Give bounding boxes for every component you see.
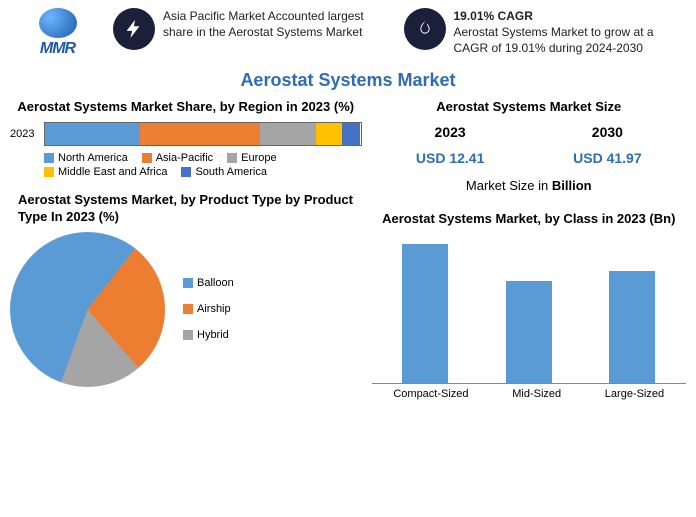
size-year: 2030	[573, 124, 641, 140]
bar-labels: Compact-Sized Mid-Sized Large-Sized	[372, 388, 686, 400]
main-title: Aerostat Systems Market	[0, 70, 696, 91]
bar-area	[372, 234, 686, 384]
logo-globe-icon	[39, 8, 77, 38]
bolt-icon	[113, 8, 155, 50]
legend-swatch	[183, 278, 193, 288]
pie-legend: Balloon Airship Hybrid	[183, 277, 234, 341]
legend-item: Airship	[183, 303, 234, 315]
pie-wrap: Balloon Airship Hybrid	[10, 232, 362, 387]
stacked-bar-track	[44, 122, 362, 146]
header-item-1: Asia Pacific Market Accounted largest sh…	[113, 8, 396, 50]
stacked-seg-asia-pacific	[140, 123, 260, 145]
size-value: USD 12.41	[416, 150, 484, 166]
legend-swatch	[44, 167, 54, 177]
stacked-seg-middle-east-and-africa	[316, 123, 341, 145]
right-column: Aerostat Systems Market Size 2023 USD 12.…	[362, 99, 686, 400]
legend-label: Balloon	[197, 277, 234, 289]
legend-item: Balloon	[183, 277, 234, 289]
size-value: USD 41.97	[573, 150, 641, 166]
bar-label: Mid-Sized	[512, 388, 561, 400]
left-column: Aerostat Systems Market Share, by Region…	[10, 99, 362, 400]
cagr-body: Aerostat Systems Market to grow at a CAG…	[454, 25, 654, 55]
size-note: Market Size in Billion	[372, 178, 686, 193]
legend-swatch	[181, 167, 191, 177]
stacked-seg-europe	[260, 123, 317, 145]
bar-label: Large-Sized	[605, 388, 664, 400]
stacked-seg-south-america	[342, 123, 361, 145]
legend-item: Middle East and Africa	[44, 166, 167, 178]
legend-swatch	[44, 153, 54, 163]
content: Aerostat Systems Market Share, by Region…	[0, 99, 696, 400]
market-size-block: Aerostat Systems Market Size 2023 USD 12.…	[372, 99, 686, 193]
legend-label: Europe	[241, 152, 276, 164]
bar	[506, 281, 552, 383]
legend-label: Middle East and Africa	[58, 166, 167, 178]
legend-item: Asia-Pacific	[142, 152, 213, 164]
region-stacked-bar: 2023	[10, 122, 362, 146]
legend-label: Hybrid	[197, 329, 229, 341]
region-chart-title: Aerostat Systems Market Share, by Region…	[10, 99, 362, 116]
legend-label: Asia-Pacific	[156, 152, 213, 164]
pie-chart	[10, 232, 165, 387]
legend-swatch	[183, 304, 193, 314]
legend-item: Hybrid	[183, 329, 234, 341]
stacked-bar-row-label: 2023	[10, 128, 44, 140]
header: MMR Asia Pacific Market Accounted larges…	[0, 0, 696, 66]
legend-label: North America	[58, 152, 128, 164]
bar	[609, 271, 655, 383]
size-note-bold: Billion	[552, 178, 592, 193]
class-bar-chart: Aerostat Systems Market, by Class in 202…	[372, 211, 686, 400]
header-text-1: Asia Pacific Market Accounted largest sh…	[163, 8, 396, 40]
logo: MMR	[10, 8, 105, 58]
size-note-prefix: Market Size in	[466, 178, 552, 193]
flame-icon	[404, 8, 446, 50]
legend-label: South America	[195, 166, 267, 178]
legend-item: Europe	[227, 152, 276, 164]
stacked-seg-north-america	[45, 123, 140, 145]
bar-label: Compact-Sized	[393, 388, 468, 400]
size-columns: 2023 USD 12.41 2030 USD 41.97	[372, 124, 686, 166]
size-col: 2023 USD 12.41	[416, 124, 484, 166]
header-text-2: 19.01% CAGR Aerostat Systems Market to g…	[454, 8, 687, 57]
legend-item: North America	[44, 152, 128, 164]
size-title: Aerostat Systems Market Size	[372, 99, 686, 116]
header-item-2: 19.01% CAGR Aerostat Systems Market to g…	[404, 8, 687, 57]
region-legend: North America Asia-Pacific Europe Middle Ea…	[10, 152, 362, 178]
legend-swatch	[227, 153, 237, 163]
legend-swatch	[183, 330, 193, 340]
legend-item: South America	[181, 166, 267, 178]
legend-swatch	[142, 153, 152, 163]
logo-text: MMR	[40, 40, 75, 58]
cagr-title: 19.01% CAGR	[454, 9, 533, 23]
pie-chart-title: Aerostat Systems Market, by Product Type…	[10, 192, 362, 226]
size-year: 2023	[416, 124, 484, 140]
bar	[402, 244, 448, 383]
legend-label: Airship	[197, 303, 231, 315]
size-col: 2030 USD 41.97	[573, 124, 641, 166]
bar-chart-title: Aerostat Systems Market, by Class in 202…	[372, 211, 686, 228]
